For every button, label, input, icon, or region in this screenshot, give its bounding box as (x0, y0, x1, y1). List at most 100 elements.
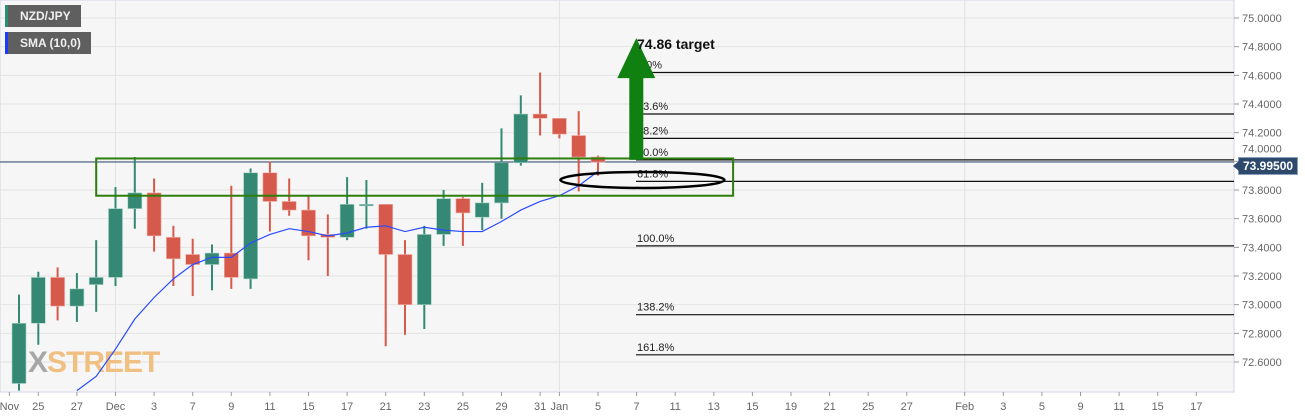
x-tick-label: 17 (341, 401, 353, 413)
candle[interactable] (339, 177, 355, 241)
x-tick-label: 29 (495, 401, 507, 413)
candle[interactable] (166, 225, 181, 287)
candle[interactable] (513, 95, 529, 166)
candle-body (590, 156, 606, 163)
y-tick-label: 74.6000 (1242, 70, 1282, 82)
fibonacci-level-label: 161.8% (637, 342, 675, 354)
candle[interactable] (378, 204, 394, 347)
candle-body (166, 236, 181, 260)
candle[interactable] (532, 72, 548, 136)
candle[interactable] (436, 189, 451, 246)
candle-body (474, 202, 490, 218)
candle[interactable] (571, 111, 587, 192)
xstreet-watermark-logo: XSTREET (28, 346, 160, 379)
y-tick-label: 73.2000 (1242, 271, 1282, 283)
plot-layer: XSTREET0.0%23.6%38.2%50.0%61.8%100.0%138… (0, 0, 1234, 392)
candle[interactable] (204, 244, 220, 291)
candle[interactable] (359, 179, 374, 229)
y-tick-label: 72.8000 (1242, 328, 1282, 340)
x-tick-label: 9 (1077, 401, 1083, 413)
y-tick-label: 72.6000 (1242, 357, 1282, 369)
x-tick-label: 21 (823, 401, 835, 413)
candle-body (513, 113, 529, 164)
y-tick-label: 74.4000 (1242, 99, 1282, 111)
fibonacci-level-label: 61.8% (637, 168, 668, 180)
candle[interactable] (301, 195, 316, 261)
x-tick-label: 11 (264, 401, 275, 413)
candle-body (30, 277, 46, 324)
x-tick-label: Nov (0, 401, 20, 413)
candle-body (416, 234, 432, 305)
x-tick-label: 25 (32, 401, 44, 413)
candle-body (281, 201, 297, 211)
candle-body (378, 204, 394, 255)
x-tick-label: 3 (1000, 401, 1006, 413)
candle-body (146, 192, 162, 237)
y-tick-label: 73.0000 (1242, 300, 1282, 312)
sma-line (76, 170, 599, 392)
candle[interactable] (30, 271, 46, 345)
candle[interactable] (108, 187, 123, 287)
y-tick-label: 74.2000 (1242, 128, 1282, 140)
target-label: 74.86 target (637, 36, 715, 52)
y-tick-label: 75.0000 (1242, 13, 1282, 25)
candle[interactable] (494, 128, 509, 219)
candle-body (436, 198, 451, 235)
candle[interactable] (552, 118, 567, 139)
y-tick-label: 73.6000 (1242, 214, 1282, 226)
y-tick-label: 73.8000 (1242, 185, 1282, 197)
x-tick-label: 31 (534, 401, 546, 413)
watermark-street: STREET (47, 346, 160, 379)
x-tick-label: 15 (302, 401, 314, 413)
y-tick-label: 74.0000 (1242, 143, 1282, 155)
x-tick-label: 17 (1190, 401, 1202, 413)
x-tick-label: 27 (901, 401, 913, 413)
candle[interactable] (281, 178, 297, 216)
candle-body (494, 162, 509, 204)
candle[interactable] (397, 240, 413, 335)
candle-body (455, 198, 471, 214)
candle[interactable] (69, 273, 85, 322)
fibonacci-level-label: 50.0% (637, 147, 668, 159)
x-tick-label: 7 (190, 401, 196, 413)
candle[interactable] (146, 178, 162, 252)
candle[interactable] (127, 157, 143, 229)
candle-body (11, 322, 27, 384)
candle[interactable] (243, 168, 258, 289)
candle[interactable] (224, 185, 239, 289)
candle-body (552, 118, 567, 135)
candle-body (243, 172, 258, 280)
x-tick-label: 13 (708, 401, 720, 413)
x-tick-label: 19 (785, 401, 797, 413)
x-tick-label: 9 (228, 401, 234, 413)
x-tick-label: Jan (551, 401, 569, 413)
candle-body (108, 208, 123, 278)
x-tick-label: 25 (457, 401, 469, 413)
candle[interactable] (416, 225, 432, 330)
candle[interactable] (474, 182, 490, 231)
y-tick-label: 73.4000 (1242, 242, 1282, 254)
candle-body (359, 204, 374, 207)
legend-pair[interactable]: NZD/JPY (5, 5, 81, 27)
support-resistance-box (95, 157, 735, 197)
x-tick-label: 27 (71, 401, 83, 413)
up-arrow-icon (617, 38, 656, 160)
candle[interactable] (455, 197, 471, 246)
legend-sma-indicator[interactable]: SMA (10,0) (5, 32, 91, 54)
x-tick-label: 7 (634, 401, 640, 413)
x-tick-label: 11 (1113, 401, 1124, 413)
candle-body (69, 288, 85, 307)
candle[interactable] (88, 240, 104, 312)
candle[interactable] (11, 294, 27, 391)
x-tick-label: Dec (106, 401, 126, 413)
candle-body (127, 192, 143, 209)
x-tick-label: 23 (418, 401, 430, 413)
x-tick-label: Feb (955, 401, 974, 413)
fibonacci-level-label: 38.2% (637, 125, 668, 137)
fibonacci-level-label: 138.2% (637, 302, 675, 314)
candle[interactable] (50, 267, 65, 321)
x-tick-label: 5 (1039, 401, 1045, 413)
current-price-badge: 73.99500 (1232, 157, 1299, 175)
x-tick-label: 15 (1152, 401, 1164, 413)
